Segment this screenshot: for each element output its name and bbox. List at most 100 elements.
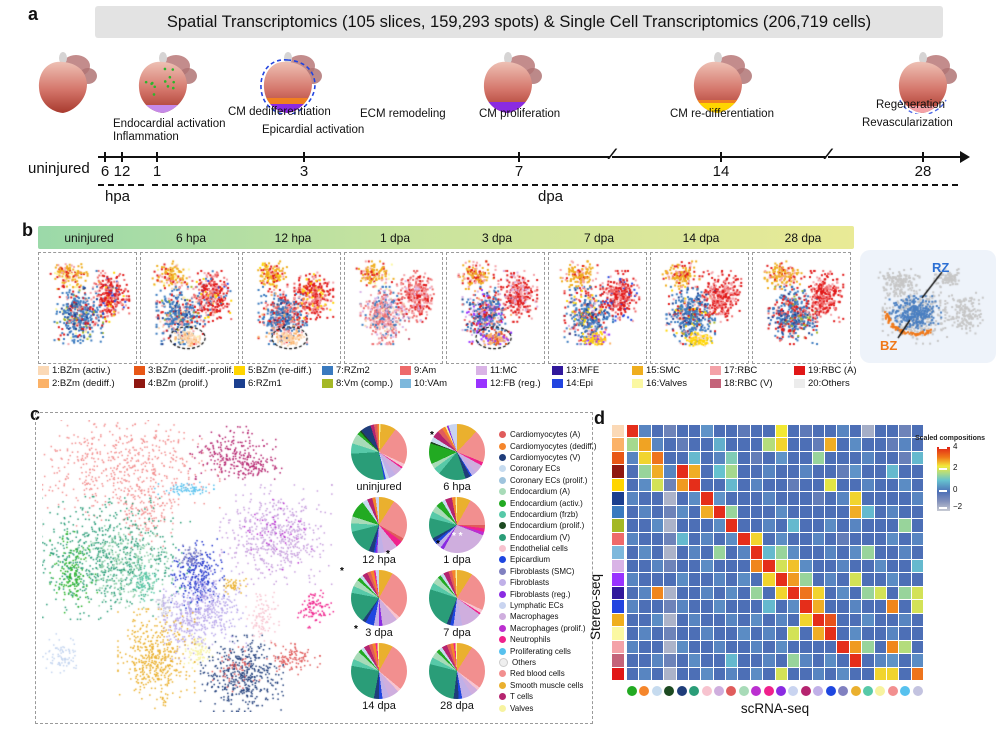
colorbar-tick-label: 2 <box>953 463 958 472</box>
heatmap-cell <box>911 465 923 478</box>
heatmap-cell <box>701 654 713 667</box>
heatmap-cell <box>726 654 738 667</box>
b-legend-column: 19:RBC (A) 20:Others <box>794 365 880 389</box>
heatmap-cell <box>664 613 676 627</box>
heatmap-cell <box>787 492 800 505</box>
c-legend-dot <box>499 453 506 461</box>
heatmap-cell <box>800 613 812 627</box>
heatmap-cell <box>862 546 874 559</box>
b-legend-text: 11:MC <box>490 365 518 376</box>
heatmap-cell <box>676 492 688 505</box>
col-color-dot <box>838 686 849 696</box>
heatmap-cell <box>911 586 923 600</box>
heatmap-cell <box>825 492 837 505</box>
heatmap-cell <box>899 546 911 559</box>
b-legend-item: 10:VAm <box>400 378 476 389</box>
heatmap-cell <box>812 613 824 627</box>
heatmap-cell <box>676 559 688 573</box>
heatmap-cell <box>738 586 750 600</box>
c-legend-item: Smooth muscle cells <box>499 680 591 691</box>
heatmap-cell <box>800 451 812 465</box>
b-legend-swatch <box>400 366 411 375</box>
heatmap-cell <box>738 438 750 451</box>
heatmap-cell <box>651 586 664 600</box>
heatmap-cell <box>837 640 849 654</box>
heatmap-cell <box>862 573 874 586</box>
heatmap-cell <box>664 425 676 438</box>
heatmap-cell <box>825 425 837 438</box>
heatmap-cell <box>701 640 713 654</box>
heatmap-cell <box>627 478 639 492</box>
col-color-dot <box>751 686 762 696</box>
b-legend-text: 4:BZm (prolif.) <box>148 378 209 389</box>
c-legend-text: Others <box>512 658 537 667</box>
heatmap-cell <box>787 451 800 465</box>
c-legend-item: Epicardium <box>499 554 591 565</box>
col-color-dot <box>850 686 861 696</box>
row-color-cell <box>612 546 624 559</box>
heatmap-cell <box>726 573 738 586</box>
c-legend-text: Red blood cells <box>510 669 565 679</box>
spatial-map-box <box>140 252 239 364</box>
heatmap-cell <box>763 627 775 640</box>
heatmap-cell <box>849 640 862 654</box>
heatmap-cell <box>775 600 787 613</box>
heatmap-cell <box>664 640 676 654</box>
col-color-dot <box>800 686 811 696</box>
heatmap-cell <box>627 438 639 451</box>
b-legend: 1:BZm (activ.) 2:BZm (dediff.) 3:BZm (dedi… <box>38 365 988 389</box>
heatmap-cell <box>738 425 750 438</box>
heatmap-cell <box>763 586 775 600</box>
heatmap-cell <box>911 532 923 546</box>
heatmap-cell <box>899 425 911 438</box>
heatmap-cell <box>763 519 775 532</box>
heatmap-cell <box>825 438 837 451</box>
heatmap-cell <box>701 559 713 573</box>
heatmap-cell <box>664 438 676 451</box>
panel-a-label: a <box>28 4 39 24</box>
c-legend-dot <box>499 704 506 712</box>
heatmap-cell <box>911 438 923 451</box>
b-legend-swatch <box>134 366 145 375</box>
heatmap-cell <box>800 505 812 519</box>
heatmap-cell <box>726 438 738 451</box>
c-legend-text: Neutrophils <box>510 635 551 645</box>
pie-label: uninjured <box>356 481 402 493</box>
heatmap-cell <box>874 627 886 640</box>
c-legend-item: Coronary ECs (prolif.) <box>499 475 591 486</box>
pie-mark: * <box>340 566 344 577</box>
col-color-dot <box>813 686 824 696</box>
heatmap-cell <box>787 546 800 559</box>
heatmap-cell <box>775 478 787 492</box>
heatmap-cell <box>849 667 862 680</box>
b-legend-column: 13:MFE 14:Epi <box>552 365 632 389</box>
heatmap-cell <box>639 586 651 600</box>
heatmap-cell <box>701 438 713 451</box>
heatmap-cell <box>676 465 688 478</box>
c-legend-text: Proliferating cells <box>510 646 571 656</box>
heatmap-cell <box>651 667 664 680</box>
b-legend-text: 3:BZm (dediff.-prolif.) <box>148 365 238 376</box>
b-legend-item: 2:BZm (dediff.) <box>38 378 134 389</box>
b-legend-swatch <box>476 379 487 388</box>
col-color-dot <box>863 686 874 696</box>
colorbar-tick <box>939 468 947 470</box>
axis-break-icon: ∕∕ <box>826 146 830 163</box>
heatmap-cell <box>639 492 651 505</box>
heatmap-cell <box>775 586 787 600</box>
pie-mark: * <box>436 539 440 550</box>
heatmap-cell <box>812 505 824 519</box>
heatmap-cell <box>775 438 787 451</box>
c-legend-dot <box>499 533 506 541</box>
heatmap-cell <box>837 600 849 613</box>
timeline-tick-label: 3 <box>299 163 309 180</box>
heatmap-cell <box>688 478 701 492</box>
heatmap-cell <box>750 573 763 586</box>
c-legend-dot <box>499 431 506 439</box>
c-legend-item: Lymphatic ECs <box>499 600 591 611</box>
heatmap-cell <box>862 532 874 546</box>
heatmap-cell <box>899 586 911 600</box>
c-legend-item: Fibroblasts <box>499 577 591 588</box>
col-color-dot <box>887 686 898 696</box>
